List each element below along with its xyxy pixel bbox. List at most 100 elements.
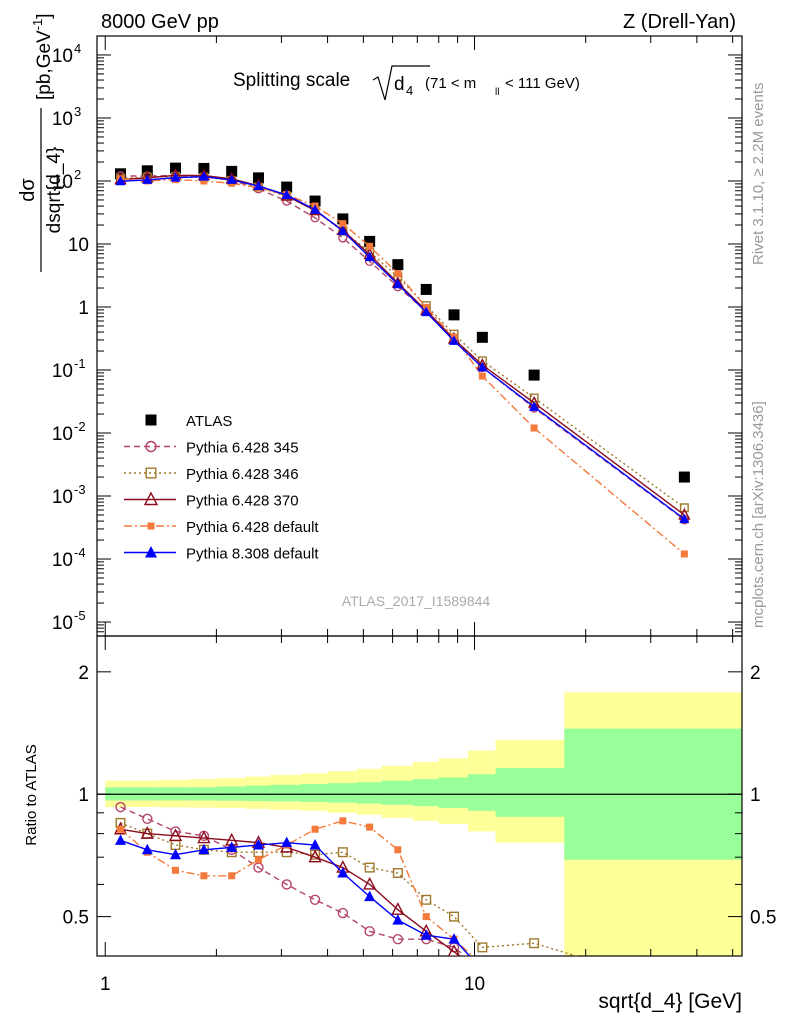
data-point — [200, 177, 208, 185]
mcplots-label: mcplots.cern.ch [arXiv:1306.3436] — [750, 401, 767, 628]
main-y-tick-label: 10 — [52, 424, 73, 445]
main-y-tick-label: 10 — [52, 550, 73, 571]
data-point — [141, 165, 153, 177]
ratio-data-point — [479, 962, 486, 969]
y-label-unit-end: ] — [34, 13, 55, 18]
chart-title-range-a: (71 < m — [425, 75, 476, 92]
ratio-data-point — [529, 938, 540, 949]
legend: ATLAS Pythia 6.428 345 Pythia 6.428 346 Pyt… — [124, 413, 319, 563]
data-point — [476, 331, 488, 343]
y-label-denominator: dsqrt{d_4} — [44, 147, 65, 234]
y-label-unit-exponent: -1 — [30, 19, 45, 31]
ratio-data-point — [477, 942, 488, 953]
series-atlas — [115, 162, 690, 483]
series-pythia-6-428-346 — [116, 171, 689, 513]
ratio-y-tick-label-right: 0.5 — [750, 908, 776, 929]
main-y-axis-label: dσ dsqrt{d_4} [pb,GeV-1] — [17, 13, 65, 272]
ratio-data-point — [252, 839, 264, 850]
y-label-unit: [pb,GeV-1] — [30, 13, 55, 100]
uncertainty-band-green — [381, 780, 413, 805]
data-point — [198, 171, 209, 181]
ratio-data-point — [362, 876, 377, 890]
ratio-data-point — [142, 813, 153, 825]
data-point — [337, 225, 348, 236]
ratio-series-line — [120, 839, 471, 956]
series-pythia-8-308-default — [115, 171, 690, 524]
y-tick-base: 10 — [52, 613, 73, 634]
y-tick-base: 10 — [52, 172, 73, 193]
series-line — [120, 178, 685, 555]
data-point — [281, 181, 293, 193]
ratio-plot-frame — [96, 635, 743, 957]
uncertainty-band-green — [301, 783, 328, 802]
ratio-data-point — [200, 872, 208, 880]
legend-item: ATLAS — [145, 413, 232, 430]
ratio-data-point — [337, 907, 349, 919]
ratio-data-point — [420, 929, 432, 940]
ratio-data-point — [170, 840, 181, 851]
sqrt-symbol — [372, 65, 430, 101]
ratio-data-point — [226, 841, 238, 852]
data-point — [309, 195, 321, 207]
x-axis-label: sqrt{d_4} [GeV] — [598, 990, 742, 1013]
main-y-tick-exponent: -5 — [74, 608, 86, 623]
data-point — [392, 259, 404, 271]
legend-marker — [143, 491, 159, 506]
main-y-tick-exponent: 2 — [74, 167, 81, 182]
ratio-data-point — [337, 867, 349, 878]
ratio-data-point — [115, 834, 127, 845]
main-y-tick-exponent: -3 — [74, 482, 86, 497]
ratio-y-tick-label: 1 — [78, 785, 89, 806]
legend-marker — [145, 440, 157, 453]
data-point — [142, 174, 153, 184]
main-y-tick-label: 10 — [52, 613, 73, 634]
data-point — [226, 174, 237, 184]
data-point — [528, 369, 540, 381]
ratio-data-point — [168, 828, 183, 842]
ratio-y-tick-label: 2 — [78, 663, 89, 684]
ratio-data-point — [117, 825, 125, 833]
main-y-tick-exponent: -2 — [74, 419, 86, 434]
ratio-data-point — [392, 933, 404, 945]
data-point — [364, 251, 375, 262]
uncertainty-band-green — [356, 782, 382, 804]
legend-marker — [145, 414, 157, 426]
legend-marker — [145, 546, 157, 558]
ratio-series-line — [120, 820, 474, 956]
data-point — [530, 424, 538, 432]
legend-item: Pythia 8.308 default — [124, 546, 319, 563]
x-tick-label: 10 — [464, 974, 485, 995]
data-point — [394, 270, 402, 278]
uncertainty-band-green — [245, 785, 271, 802]
data-point — [364, 235, 376, 247]
main-y-tick-exponent: -1 — [74, 356, 86, 371]
ratio-data-point — [449, 911, 460, 922]
data-point — [478, 372, 486, 380]
ratio-data-point — [197, 830, 211, 844]
ratio-y-tick-label-right: 2 — [750, 663, 761, 684]
main-y-tick-label: 10 — [68, 235, 89, 256]
data-point — [448, 309, 460, 321]
ratio-data-point — [281, 836, 293, 848]
data-point — [529, 401, 540, 411]
data-point — [678, 471, 690, 483]
data-point — [680, 550, 688, 558]
ratio-data-point — [366, 823, 374, 831]
ratio-data-point — [392, 914, 404, 925]
data-point — [252, 172, 264, 184]
ratio-data-point — [254, 856, 262, 864]
series-line — [120, 175, 685, 509]
uncertainty-band-green — [270, 784, 302, 802]
uncertainty-band-green — [495, 768, 565, 817]
y-label-unit-text: [pb,GeV — [34, 30, 55, 100]
y-tick-base: 10 — [52, 46, 73, 67]
main-y-tick-label: 10 — [52, 172, 73, 193]
data-point — [679, 513, 690, 524]
data-point — [115, 175, 126, 186]
chart-title-range-sub: ll — [495, 87, 499, 98]
chart-title-subscript: 4 — [406, 83, 413, 98]
uncertainty-band-green — [412, 779, 439, 807]
data-point — [253, 180, 264, 191]
data-point — [337, 213, 349, 225]
